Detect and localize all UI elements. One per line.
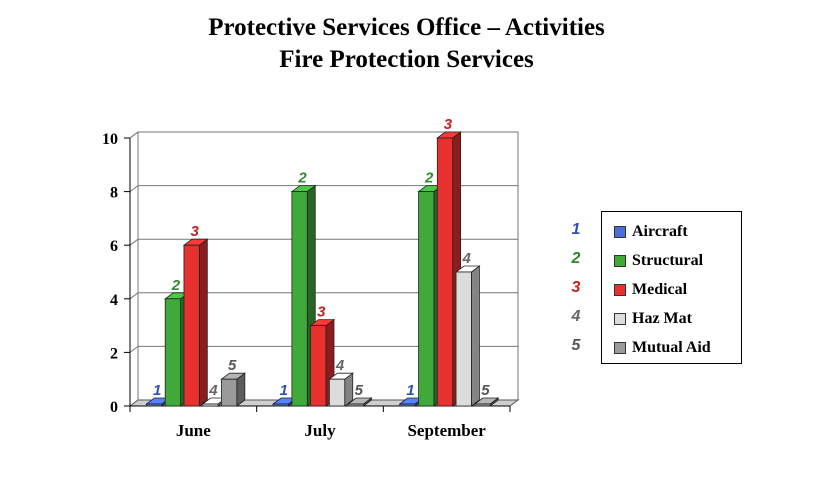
bar-front — [310, 325, 327, 407]
bar-front — [436, 137, 454, 407]
chart-title-line-2: Fire Protection Services — [279, 46, 534, 73]
x-category-label: September — [407, 421, 486, 440]
y-tick-label: 2 — [110, 345, 118, 362]
bar-front — [455, 271, 472, 407]
bar-front — [399, 403, 416, 407]
bar-front — [291, 191, 308, 407]
data-label-series-1: 1 — [153, 382, 161, 399]
gridline-diag — [129, 292, 139, 300]
data-label-series-2: 2 — [171, 277, 181, 294]
data-label-series-3: 3 — [190, 223, 199, 240]
gridline-diag — [129, 185, 139, 193]
bar-front — [474, 403, 491, 407]
legend-item-structural: Structural — [614, 251, 703, 271]
legend-series-number: 4 — [571, 308, 581, 325]
bar-medical-june — [182, 238, 209, 407]
legend-label: Haz Mat — [632, 310, 692, 327]
x-category-label: July — [304, 421, 336, 440]
data-label-series-4: 4 — [208, 382, 218, 399]
y-tick-label: 6 — [110, 238, 118, 255]
legend-item-mutual-aid: Mutual Aid — [614, 338, 711, 358]
bar-front — [418, 191, 435, 407]
y-tick-label: 8 — [110, 185, 118, 202]
bar-haz-mat-september — [454, 265, 481, 407]
legend-label: Structural — [632, 252, 704, 269]
legend-swatch — [614, 284, 626, 296]
data-label-series-4: 4 — [462, 250, 472, 267]
legend-item-haz-mat: Haz Mat — [614, 309, 692, 329]
legend-item-medical: Medical — [614, 280, 687, 300]
bar-front — [347, 403, 364, 407]
data-label-series-5: 5 — [355, 382, 364, 399]
legend-label: Mutual Aid — [632, 339, 711, 356]
bar-front — [221, 378, 238, 407]
bar-haz-mat-july — [328, 372, 354, 407]
y-tick-label: 0 — [110, 399, 118, 416]
gridline-diag — [129, 345, 139, 353]
legend-series-number: 2 — [571, 250, 581, 267]
bar-front — [146, 403, 163, 407]
bar-side — [198, 238, 208, 407]
bar-front — [183, 244, 200, 407]
data-label-series-3: 3 — [444, 116, 453, 133]
bar-side — [471, 265, 480, 407]
data-label-series-5: 5 — [228, 357, 237, 374]
y-tick-label: 4 — [110, 292, 118, 309]
gridline-diag — [129, 238, 139, 246]
legend-label: Aircraft — [632, 223, 688, 240]
y-tick-label: 10 — [102, 131, 118, 148]
legend-swatch — [614, 342, 626, 354]
x-category-label: June — [176, 421, 211, 440]
axis-edge — [129, 131, 139, 139]
legend-series-number: 3 — [571, 279, 581, 296]
data-label-series-4: 4 — [335, 357, 345, 374]
bar-front — [272, 403, 289, 407]
data-label-series-5: 5 — [481, 382, 490, 399]
bar-front — [202, 403, 219, 407]
data-label-series-1: 1 — [406, 382, 414, 399]
bar-front — [164, 298, 181, 407]
bar-mutual-aid-july — [346, 397, 373, 407]
legend-swatch — [614, 255, 626, 267]
legend-swatch — [614, 313, 626, 325]
legend-item-aircraft: Aircraft — [614, 222, 688, 242]
legend-series-number: 5 — [571, 337, 581, 354]
bar-front — [328, 378, 346, 407]
data-label-series-2: 2 — [424, 170, 434, 187]
legend-series-number: 1 — [571, 221, 581, 238]
data-label-series-1: 1 — [280, 382, 288, 399]
bar-mutual-aid-june — [220, 372, 247, 407]
chart-legend: Aircraft Structural Medical Haz Mat Mutual A… — [601, 211, 742, 364]
legend-label: Medical — [632, 281, 688, 298]
chart-title-line-1: Protective Services Office – Activities — [208, 14, 605, 41]
data-label-series-3: 3 — [317, 304, 326, 321]
bar-medical-september — [436, 131, 462, 407]
chart-bars — [145, 131, 500, 407]
legend-swatch — [614, 226, 626, 238]
data-label-series-2: 2 — [297, 170, 307, 187]
bar-mutual-aid-september — [473, 397, 500, 407]
